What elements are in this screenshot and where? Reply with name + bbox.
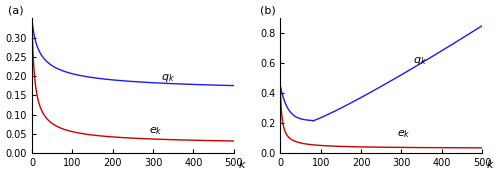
Text: (b): (b) [260,6,276,15]
Text: $q_k$: $q_k$ [414,55,428,67]
Text: $k$: $k$ [238,158,246,170]
Text: $e_k$: $e_k$ [149,125,162,137]
Text: (a): (a) [8,6,24,15]
Text: $k$: $k$ [486,158,495,170]
Text: $q_k$: $q_k$ [161,72,175,84]
Text: $e_k$: $e_k$ [398,128,411,140]
